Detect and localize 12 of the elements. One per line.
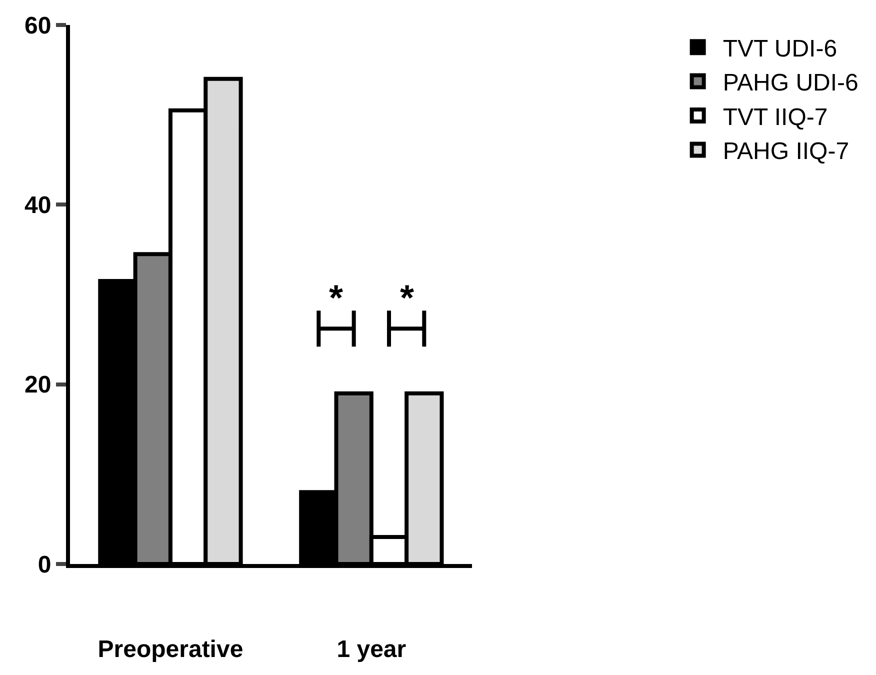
legend-label: PAHG IIQ-7 — [722, 138, 850, 166]
y-tick-label: 60 — [24, 12, 52, 40]
annotation: * — [400, 277, 414, 318]
legend-label: TVT IIQ-7 — [722, 104, 828, 131]
y-tick-label: 40 — [24, 192, 52, 220]
y-tick-label: 20 — [24, 372, 52, 399]
legend-label: PAHG UDI-6 — [722, 70, 858, 97]
y-tick-label: 0 — [38, 551, 52, 578]
x-tick-label: 1 year — [336, 636, 406, 663]
x-tick-label: Preoperative — [98, 636, 244, 663]
annotation: * — [329, 277, 344, 318]
legend-label: TVT UDI-6 — [722, 35, 838, 62]
